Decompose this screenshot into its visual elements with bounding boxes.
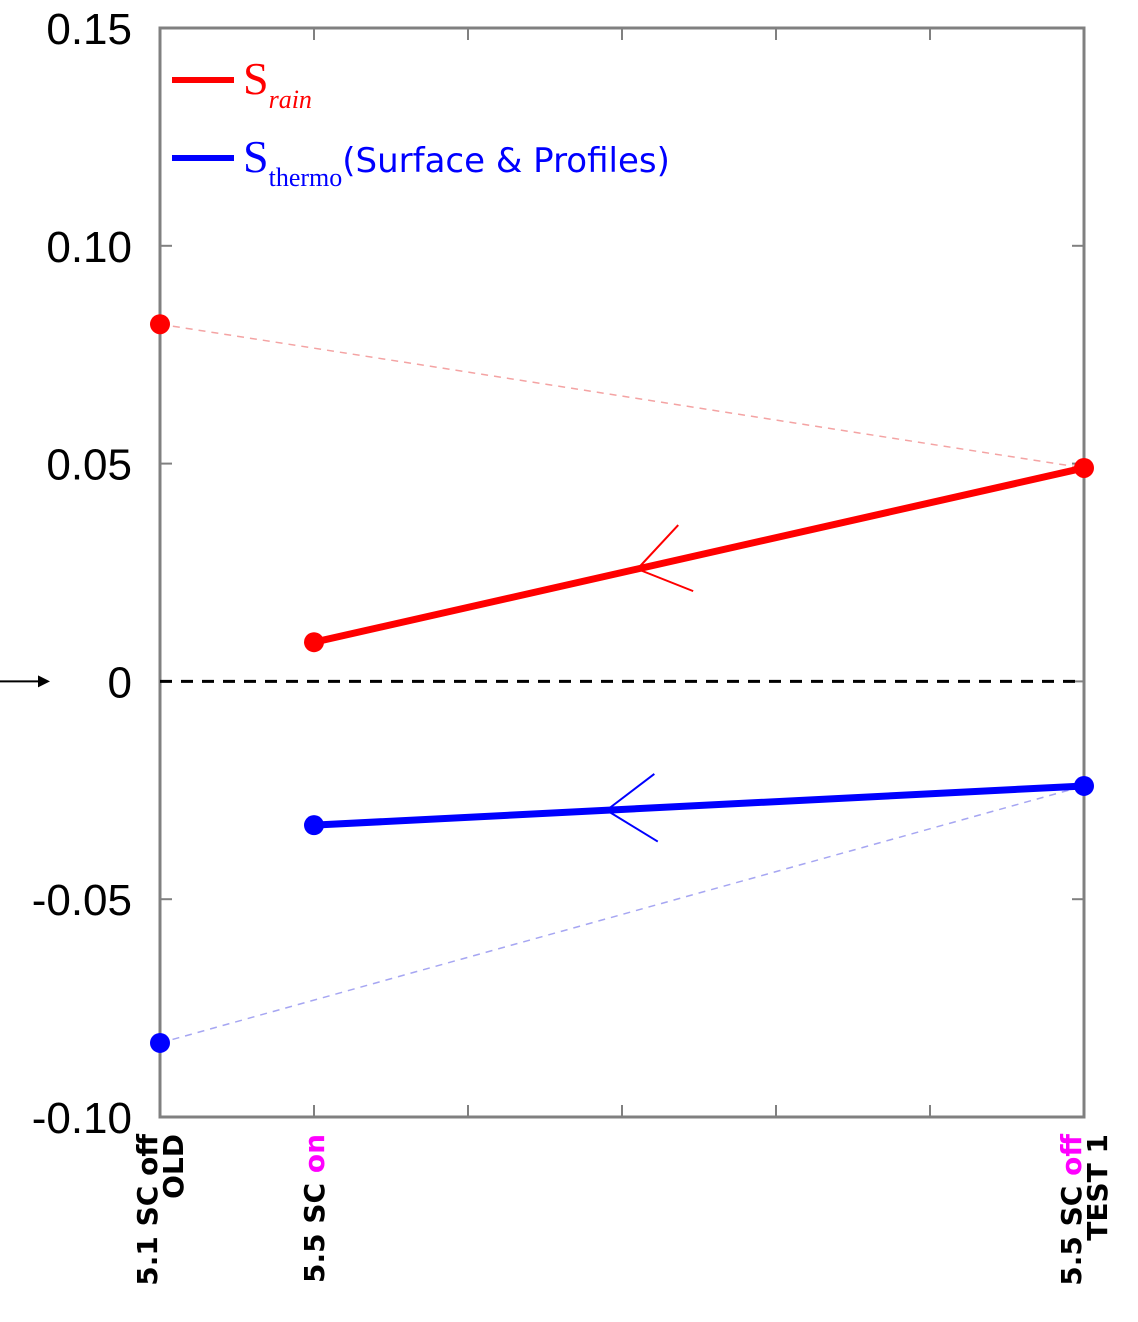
zero-reference bbox=[0, 675, 1084, 687]
x-category-label: OLD bbox=[157, 1134, 190, 1199]
y-tick-label: 0 bbox=[108, 658, 132, 707]
y-tick-label: 0.15 bbox=[46, 5, 132, 54]
x-category-label-part: TEST 1 bbox=[1081, 1134, 1114, 1241]
legend-main: S bbox=[243, 131, 269, 182]
y-tick-label: 0.10 bbox=[46, 223, 132, 272]
x-category-label: 5.5 SC on bbox=[298, 1134, 331, 1283]
legend-main: S bbox=[243, 53, 269, 104]
y-tick-label: -0.10 bbox=[32, 1094, 132, 1143]
x-category-label-part: 5.5 SC bbox=[298, 1173, 331, 1283]
legend-subscript: rain bbox=[269, 85, 312, 114]
series-thermo-line bbox=[314, 786, 1084, 825]
series-rain-point bbox=[1074, 458, 1094, 478]
data-lines-layer bbox=[160, 324, 1084, 1043]
series-thermo-point bbox=[1074, 776, 1094, 796]
x-category-label-part: on bbox=[298, 1134, 331, 1173]
series-rain-dashed-line bbox=[160, 324, 1084, 468]
legend-suffix: (Surface & Profiles) bbox=[342, 141, 670, 181]
y-tick-label: -0.05 bbox=[32, 876, 132, 925]
y-tick-label: 0.05 bbox=[46, 441, 132, 490]
x-category-label-part: OLD bbox=[157, 1134, 190, 1199]
series-rain-line bbox=[314, 468, 1084, 642]
data-points-layer bbox=[150, 314, 1094, 1053]
series-rain-point bbox=[150, 314, 170, 334]
legend-label-rain: Srain bbox=[243, 53, 312, 114]
legend-subscript: thermo bbox=[269, 163, 343, 192]
series-rain-point bbox=[304, 632, 324, 652]
y-tick-labels: 0.15 0.10 0.05 0 -0.05 -0.10 bbox=[32, 5, 132, 1143]
series-thermo-dashed-line bbox=[160, 786, 1084, 1043]
x-category-label: TEST 1 bbox=[1081, 1134, 1114, 1241]
series-thermo-point bbox=[150, 1033, 170, 1053]
series-thermo-point bbox=[304, 815, 324, 835]
zero-arrow-head bbox=[38, 675, 50, 687]
legend-label-thermo: Sthermo(Surface & Profiles) bbox=[243, 131, 670, 192]
